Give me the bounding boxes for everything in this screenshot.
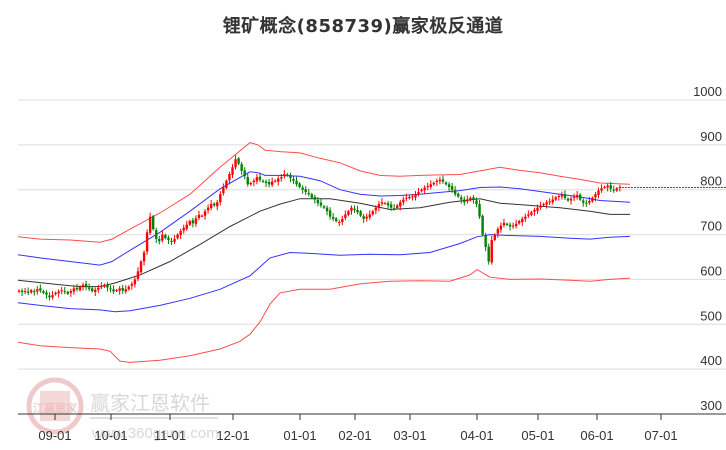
watermark-name: 赢家江恩软件 [90,391,210,415]
inner-lower-line [17,234,631,313]
y-tick-label: 1000 [693,84,722,99]
svg-text:江赢恩家: 江赢恩家 [33,401,77,415]
x-tick-label: 09-01 [38,428,71,443]
x-tick-label: 03-01 [393,428,426,443]
y-tick-label: 900 [700,129,722,144]
middle-line [17,198,630,288]
y-tick-label: 600 [700,263,722,278]
x-tick-label: 07-01 [644,428,677,443]
watermark-logo: 江赢恩家 赢家江恩软件 www.360gann.com [26,377,219,442]
outer-upper-line [17,142,631,243]
channel-bands [17,142,631,363]
y-tick-label: 500 [700,308,722,323]
x-tick-label: 06-01 [580,428,613,443]
inner-upper-line [17,171,631,266]
chart-title: 锂矿概念(858739)赢家极反通道 [222,16,504,37]
x-axis: 09-01 10-01 11-01 12-01 01-01 02-01 03-01 04-01… [18,413,726,443]
x-tick-label: 01-01 [283,428,316,443]
watermark-url: www.360gann.com [91,425,219,442]
y-tick-label: 800 [700,174,722,189]
y-tick-label: 700 [700,219,722,234]
grid-lines [18,99,726,370]
x-tick-label: 02-01 [338,428,371,443]
x-tick-label: 05-01 [521,428,554,443]
x-tick-label: 10-01 [94,428,127,443]
y-tick-label: 300 [700,398,722,413]
x-tick-label: 11-01 [154,428,186,443]
y-tick-label: 400 [700,353,722,368]
outer-lower-line [17,268,631,363]
y-axis-labels: 1000 900 800 700 600 500 400 300 [693,84,722,413]
x-tick-label: 12-01 [216,428,249,443]
candlesticks [17,155,622,301]
x-tick-label: 04-01 [460,428,493,443]
